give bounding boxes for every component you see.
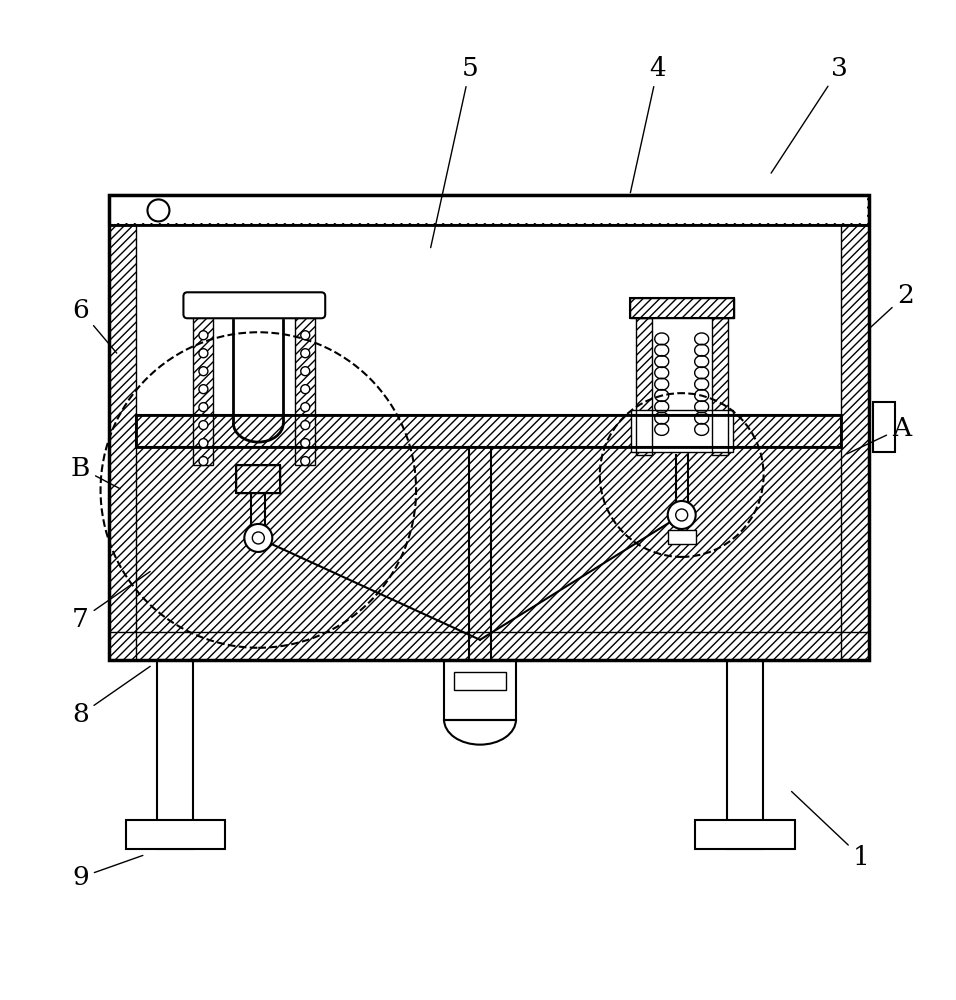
Bar	[841, 225, 869, 660]
Circle shape	[199, 421, 207, 430]
Bar	[295, 315, 315, 465]
Bar	[185, 293, 323, 315]
Text: 7: 7	[72, 571, 150, 632]
Bar	[630, 298, 733, 318]
Circle shape	[667, 501, 696, 529]
Circle shape	[147, 199, 169, 221]
Bar	[727, 660, 763, 849]
FancyBboxPatch shape	[184, 292, 325, 318]
Bar	[109, 195, 869, 225]
Bar	[193, 315, 213, 465]
Bar	[841, 225, 869, 660]
Bar	[111, 197, 867, 223]
Text: 2: 2	[869, 283, 914, 328]
Circle shape	[199, 385, 207, 394]
Bar	[711, 318, 728, 455]
Bar	[137, 415, 841, 447]
Bar	[630, 298, 733, 318]
Bar	[125, 820, 226, 849]
Bar	[109, 632, 869, 660]
Bar	[667, 530, 696, 544]
Bar	[109, 195, 869, 225]
Bar	[236, 465, 280, 493]
Bar	[236, 465, 280, 493]
Bar	[193, 315, 213, 465]
Bar	[630, 298, 733, 318]
Circle shape	[199, 403, 207, 412]
Bar	[137, 415, 841, 447]
Text: 1: 1	[792, 791, 870, 870]
Circle shape	[199, 367, 207, 376]
Text: 6: 6	[73, 298, 117, 353]
Text: 4: 4	[630, 56, 666, 193]
Bar	[109, 225, 137, 660]
Circle shape	[301, 457, 310, 466]
Bar	[874, 402, 896, 452]
Circle shape	[199, 331, 207, 340]
Circle shape	[199, 349, 207, 358]
Bar	[444, 660, 516, 720]
Bar	[636, 318, 652, 455]
Circle shape	[301, 403, 310, 412]
Text: A: A	[847, 416, 911, 454]
Bar	[158, 660, 193, 849]
Circle shape	[199, 457, 207, 466]
Circle shape	[301, 421, 310, 430]
Circle shape	[199, 439, 207, 448]
Bar	[109, 632, 869, 660]
Text: 8: 8	[73, 666, 150, 727]
Bar	[711, 318, 728, 455]
Text: 5: 5	[430, 56, 478, 248]
Bar	[137, 225, 841, 632]
Bar	[109, 225, 137, 660]
Circle shape	[252, 532, 264, 544]
Circle shape	[245, 524, 272, 552]
Bar	[185, 293, 323, 315]
Bar	[631, 410, 732, 452]
Text: 3: 3	[771, 56, 848, 173]
Bar	[137, 415, 841, 447]
Circle shape	[301, 331, 310, 340]
Bar	[295, 315, 315, 465]
Bar	[695, 820, 794, 849]
Bar	[236, 465, 280, 493]
Bar	[109, 195, 869, 660]
Circle shape	[301, 367, 310, 376]
Circle shape	[301, 385, 310, 394]
Circle shape	[301, 349, 310, 358]
Text: B: B	[71, 456, 120, 489]
Circle shape	[676, 509, 687, 521]
Text: 9: 9	[73, 855, 142, 890]
Circle shape	[301, 439, 310, 448]
Bar	[109, 195, 869, 225]
Bar	[636, 318, 652, 455]
Bar	[137, 447, 841, 632]
Bar	[454, 672, 506, 690]
Bar	[185, 293, 323, 315]
